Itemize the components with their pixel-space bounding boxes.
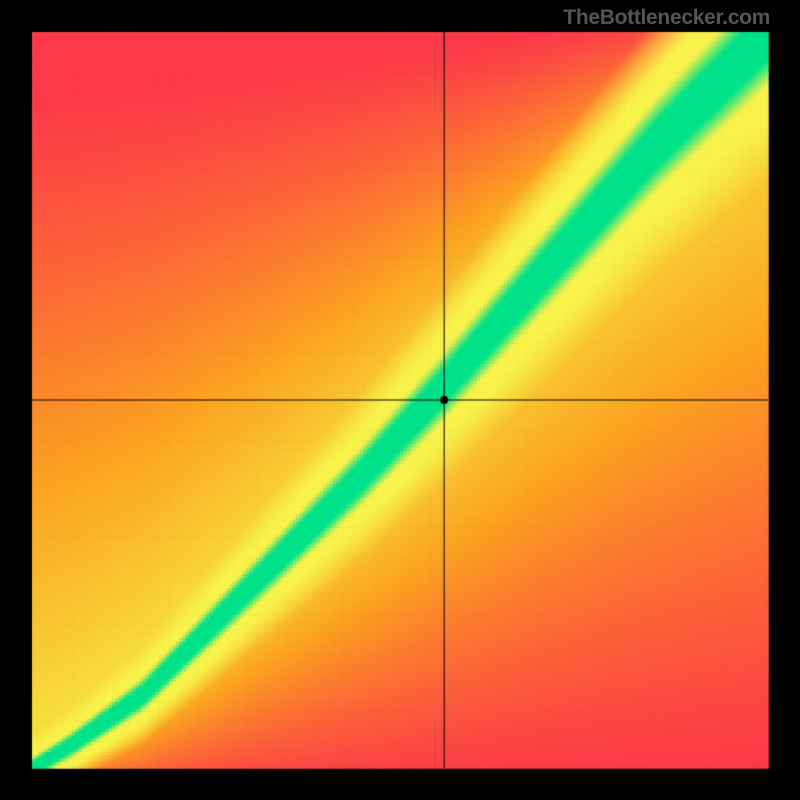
watermark-text: TheBottlenecker.com [563, 6, 770, 30]
chart-container: TheBottlenecker.com [0, 0, 800, 800]
bottleneck-heatmap [0, 0, 800, 800]
